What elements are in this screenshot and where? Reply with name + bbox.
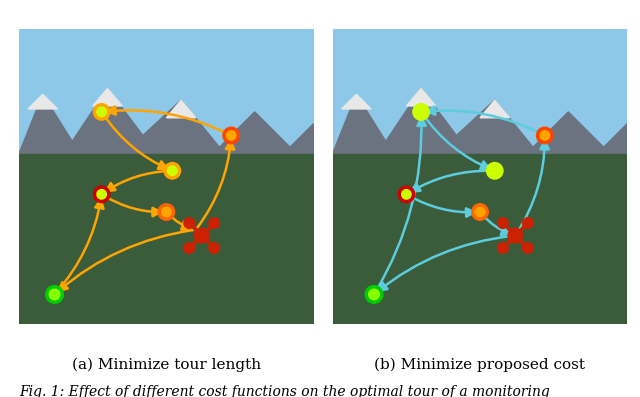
- Circle shape: [490, 166, 499, 175]
- Circle shape: [417, 107, 426, 117]
- Polygon shape: [480, 100, 509, 118]
- Text: (b) Minimize proposed cost: (b) Minimize proposed cost: [374, 357, 586, 372]
- Circle shape: [402, 190, 411, 199]
- Polygon shape: [28, 94, 58, 109]
- Circle shape: [195, 228, 209, 243]
- Circle shape: [508, 228, 523, 243]
- Circle shape: [365, 285, 383, 303]
- Circle shape: [184, 243, 195, 253]
- Polygon shape: [342, 94, 371, 109]
- Circle shape: [522, 243, 533, 253]
- Circle shape: [97, 190, 106, 199]
- Polygon shape: [19, 89, 314, 153]
- Text: (a) Minimize tour length: (a) Minimize tour length: [72, 357, 261, 372]
- Circle shape: [164, 162, 180, 179]
- Circle shape: [522, 218, 533, 228]
- Circle shape: [486, 162, 503, 179]
- Circle shape: [93, 186, 110, 202]
- Polygon shape: [333, 89, 627, 153]
- Bar: [19, 29, 314, 162]
- Polygon shape: [406, 89, 436, 106]
- Circle shape: [209, 243, 220, 253]
- Circle shape: [97, 107, 106, 117]
- Circle shape: [369, 289, 380, 300]
- Circle shape: [209, 218, 220, 228]
- Circle shape: [223, 127, 239, 144]
- Circle shape: [93, 104, 110, 120]
- Circle shape: [476, 207, 484, 217]
- Circle shape: [158, 204, 175, 220]
- Circle shape: [497, 218, 508, 228]
- Circle shape: [398, 186, 415, 202]
- Circle shape: [168, 166, 177, 175]
- Circle shape: [540, 131, 550, 140]
- Bar: [333, 29, 627, 162]
- Circle shape: [536, 127, 553, 144]
- Circle shape: [162, 207, 171, 217]
- Bar: [19, 153, 314, 324]
- Circle shape: [184, 218, 195, 228]
- Circle shape: [497, 243, 508, 253]
- Text: Fig. 1: Effect of different cost functions on the optimal tour of a monitoring: Fig. 1: Effect of different cost functio…: [19, 385, 550, 397]
- Circle shape: [413, 104, 429, 120]
- Polygon shape: [166, 100, 196, 118]
- Polygon shape: [93, 89, 122, 106]
- Circle shape: [49, 289, 60, 300]
- Circle shape: [45, 285, 63, 303]
- Bar: [333, 153, 627, 324]
- Circle shape: [472, 204, 488, 220]
- Circle shape: [227, 131, 236, 140]
